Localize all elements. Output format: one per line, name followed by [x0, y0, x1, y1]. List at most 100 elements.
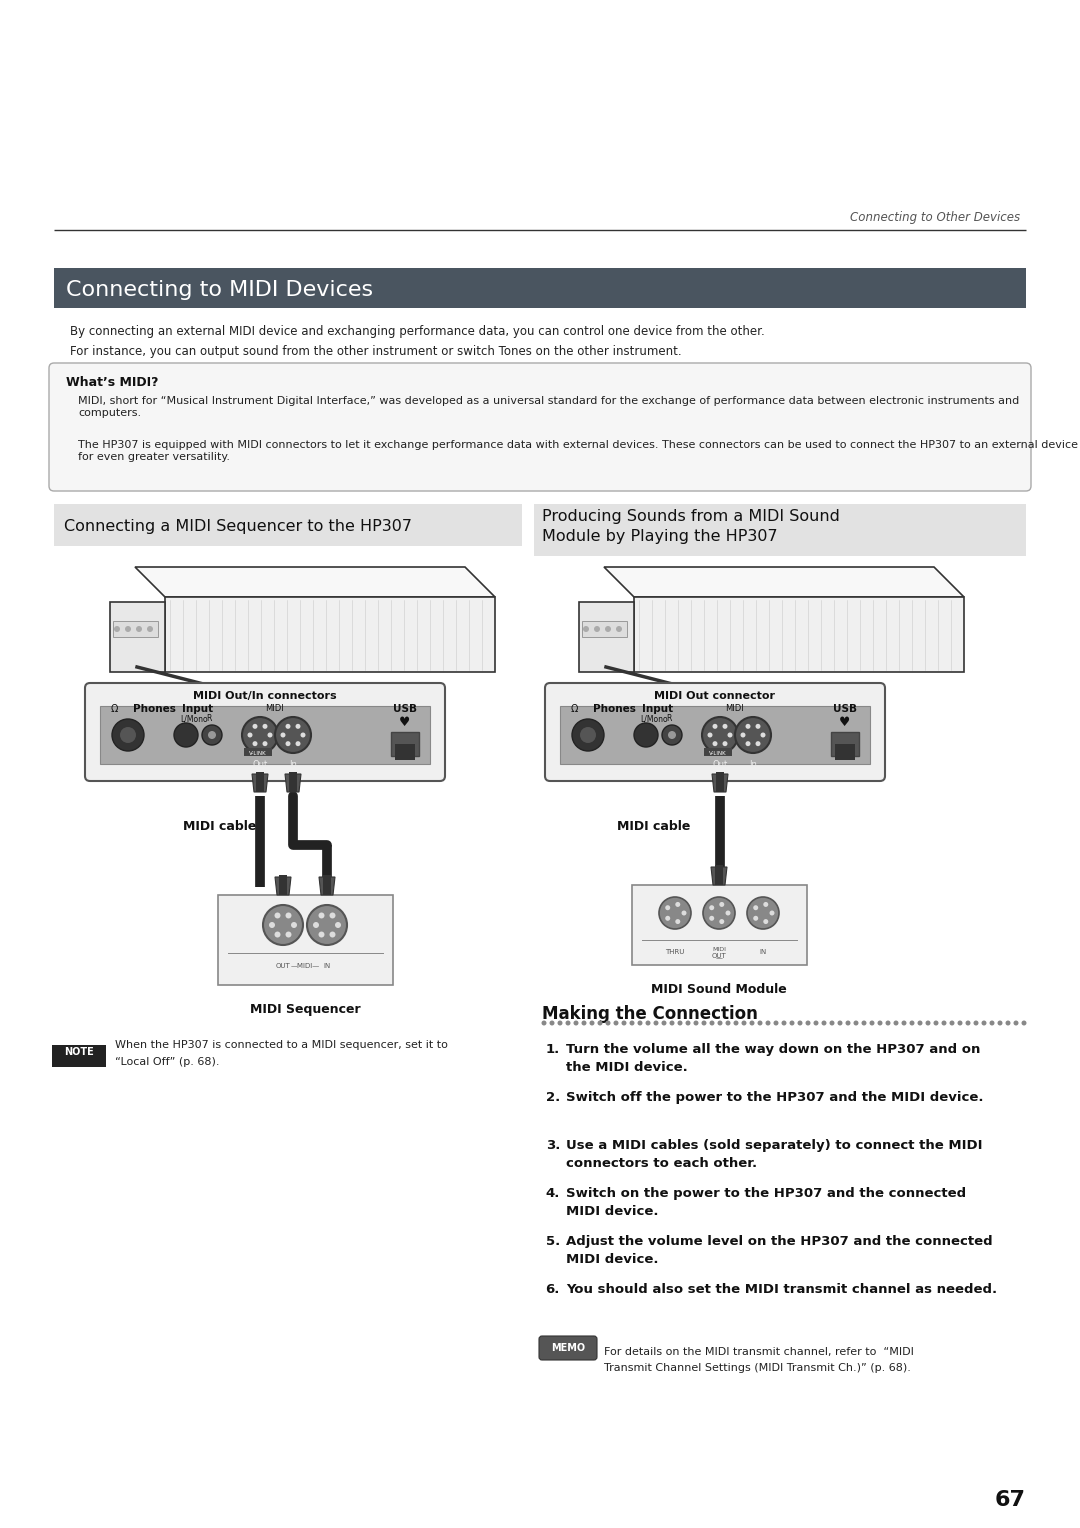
Circle shape	[291, 921, 297, 927]
Text: For instance, you can output sound from the other instrument or switch Tones on : For instance, you can output sound from …	[70, 345, 681, 358]
Text: 4.: 4.	[545, 1187, 561, 1199]
Circle shape	[583, 626, 589, 633]
Text: Out: Out	[713, 759, 728, 769]
Circle shape	[329, 932, 336, 938]
Text: Adjust the volume level on the HP307 and the connected: Adjust the volume level on the HP307 and…	[566, 1235, 993, 1248]
Text: Ω: Ω	[110, 704, 118, 714]
Circle shape	[550, 1021, 554, 1025]
Polygon shape	[275, 877, 291, 895]
Text: USB: USB	[833, 704, 858, 714]
Text: Use a MIDI cables (sold separately) to connect the MIDI: Use a MIDI cables (sold separately) to c…	[566, 1138, 983, 1152]
Circle shape	[782, 1021, 786, 1025]
Circle shape	[989, 1021, 995, 1025]
Circle shape	[949, 1021, 955, 1025]
Circle shape	[653, 1021, 659, 1025]
Circle shape	[281, 732, 285, 738]
Circle shape	[335, 921, 341, 927]
Circle shape	[747, 897, 779, 929]
Circle shape	[902, 1021, 906, 1025]
Circle shape	[966, 1021, 971, 1025]
Circle shape	[764, 902, 768, 908]
Circle shape	[764, 918, 768, 924]
Circle shape	[616, 626, 622, 633]
Circle shape	[982, 1021, 986, 1025]
Circle shape	[296, 741, 300, 746]
Text: MIDI: MIDI	[726, 704, 744, 714]
Circle shape	[918, 1021, 922, 1025]
Text: When the HP307 is connected to a MIDI sequencer, set it to: When the HP307 is connected to a MIDI se…	[114, 1041, 448, 1050]
Circle shape	[285, 724, 291, 729]
Circle shape	[829, 1021, 835, 1025]
Bar	[534, 504, 1026, 556]
FancyBboxPatch shape	[85, 683, 445, 781]
Text: MIDI: MIDI	[712, 947, 726, 952]
Bar	[831, 732, 859, 756]
Bar	[632, 885, 807, 966]
Circle shape	[268, 732, 272, 738]
Circle shape	[723, 724, 728, 729]
Text: OUT: OUT	[275, 963, 291, 969]
Circle shape	[846, 1021, 851, 1025]
Circle shape	[769, 911, 774, 915]
Polygon shape	[135, 567, 495, 597]
Circle shape	[753, 905, 758, 911]
Bar	[113, 620, 158, 637]
Text: Input: Input	[643, 704, 674, 714]
Circle shape	[893, 1021, 899, 1025]
Circle shape	[789, 1021, 795, 1025]
Text: Input: Input	[183, 704, 214, 714]
Bar	[218, 895, 393, 986]
Text: THRU: THRU	[665, 949, 685, 955]
Circle shape	[594, 626, 600, 633]
Circle shape	[541, 1021, 546, 1025]
Text: L/Mono: L/Mono	[180, 714, 207, 723]
Circle shape	[208, 730, 216, 740]
Circle shape	[733, 1021, 739, 1025]
Circle shape	[681, 911, 687, 915]
Text: MIDI Sequencer: MIDI Sequencer	[249, 1002, 361, 1016]
Bar	[289, 772, 297, 792]
Text: Switch off the power to the HP307 and the MIDI device.: Switch off the power to the HP307 and th…	[566, 1091, 984, 1105]
Text: —: —	[715, 955, 723, 961]
Polygon shape	[634, 597, 964, 672]
Circle shape	[766, 1021, 770, 1025]
Text: In: In	[289, 759, 297, 769]
Circle shape	[275, 717, 311, 753]
Circle shape	[659, 897, 691, 929]
Circle shape	[735, 717, 771, 753]
Circle shape	[773, 1021, 779, 1025]
Text: Ω: Ω	[570, 704, 578, 714]
Circle shape	[998, 1021, 1002, 1025]
Circle shape	[307, 905, 347, 944]
Circle shape	[756, 741, 760, 746]
Circle shape	[274, 912, 281, 918]
Polygon shape	[285, 775, 301, 792]
Text: MIDI, short for “Musical Instrument Digital Interface,” was developed as a unive: MIDI, short for “Musical Instrument Digi…	[78, 396, 1020, 417]
Circle shape	[686, 1021, 690, 1025]
Bar	[715, 865, 723, 885]
Text: Phones: Phones	[593, 704, 636, 714]
Circle shape	[702, 1021, 706, 1025]
Text: You should also set the MIDI transmit channel as needed.: You should also set the MIDI transmit ch…	[566, 1284, 997, 1296]
Circle shape	[606, 1021, 610, 1025]
Circle shape	[726, 1021, 730, 1025]
Circle shape	[670, 1021, 675, 1025]
Circle shape	[590, 1021, 594, 1025]
Circle shape	[621, 1021, 626, 1025]
Circle shape	[869, 1021, 875, 1025]
Text: USB: USB	[393, 704, 417, 714]
Circle shape	[202, 724, 222, 746]
FancyBboxPatch shape	[52, 1045, 106, 1067]
Circle shape	[269, 921, 275, 927]
Circle shape	[613, 1021, 619, 1025]
Circle shape	[973, 1021, 978, 1025]
Circle shape	[675, 918, 680, 924]
Polygon shape	[579, 602, 634, 672]
Text: In: In	[750, 759, 757, 769]
Circle shape	[753, 915, 758, 921]
Circle shape	[665, 905, 671, 911]
Circle shape	[745, 724, 751, 729]
Circle shape	[285, 912, 292, 918]
Text: 1.: 1.	[545, 1044, 561, 1056]
Text: MIDI Out/In connectors: MIDI Out/In connectors	[193, 691, 337, 701]
